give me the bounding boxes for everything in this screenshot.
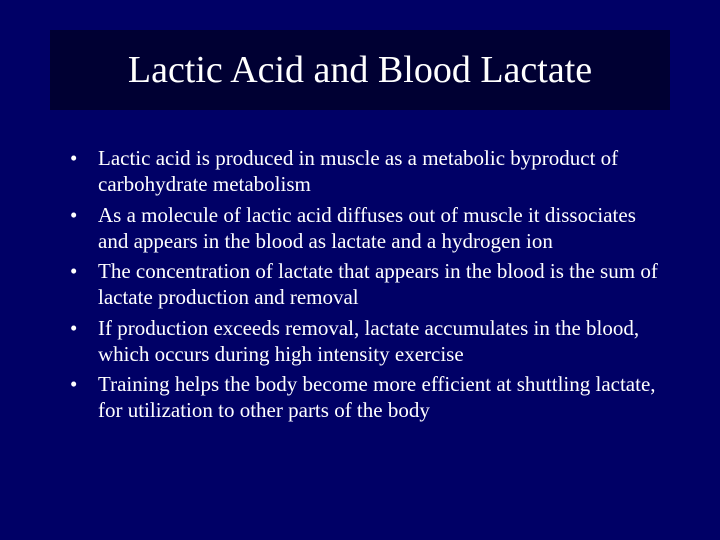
- bullet-item: Training helps the body become more effi…: [70, 371, 670, 424]
- bullet-item: As a molecule of lactic acid diffuses ou…: [70, 202, 670, 255]
- slide-title: Lactic Acid and Blood Lactate: [60, 48, 660, 92]
- bullet-list: Lactic acid is produced in muscle as a m…: [50, 145, 670, 424]
- bullet-item: If production exceeds removal, lactate a…: [70, 315, 670, 368]
- bullet-item: Lactic acid is produced in muscle as a m…: [70, 145, 670, 198]
- slide-container: Lactic Acid and Blood Lactate Lactic aci…: [0, 0, 720, 540]
- bullet-item: The concentration of lactate that appear…: [70, 258, 670, 311]
- title-box: Lactic Acid and Blood Lactate: [50, 30, 670, 110]
